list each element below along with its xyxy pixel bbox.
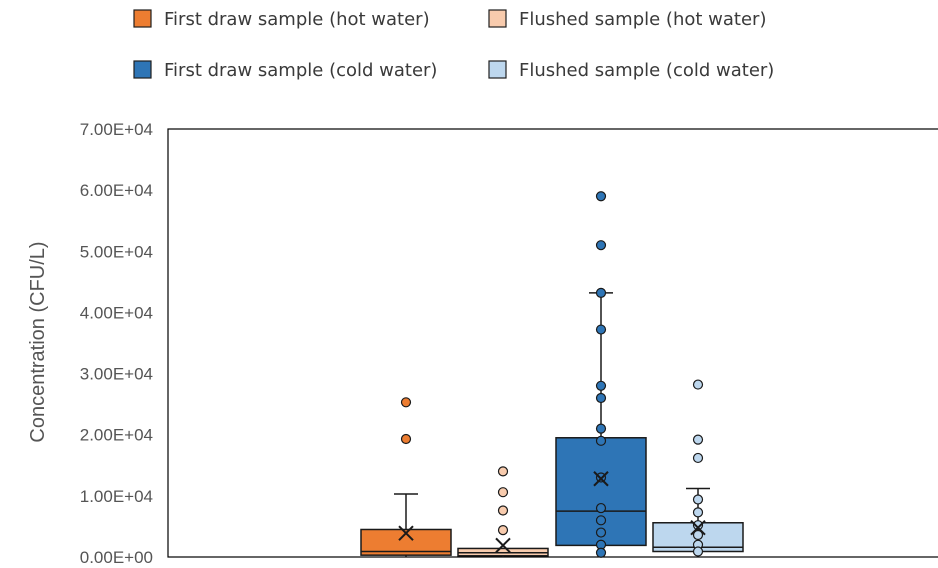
- y-tick-label: 0.00E+00: [80, 548, 153, 567]
- y-axis-title: Concentration (CFU/L): [27, 241, 49, 442]
- data-point: [692, 507, 704, 518]
- box-series-group: [360, 191, 744, 558]
- data-point: [595, 515, 607, 526]
- mean-marker: [495, 537, 511, 554]
- mean-marker: [593, 471, 609, 487]
- data-point: [692, 452, 704, 464]
- data-point: [692, 520, 704, 531]
- data-point: [497, 466, 509, 477]
- mean-marker: [690, 519, 706, 536]
- box-group: [360, 397, 452, 557]
- y-tick-label: 2.00E+04: [80, 426, 153, 445]
- legend-swatch: [488, 60, 507, 79]
- data-point: [595, 435, 607, 446]
- plot-area: [167, 128, 938, 558]
- data-point: [692, 434, 704, 445]
- data-point: [497, 524, 509, 536]
- data-point: [497, 487, 509, 498]
- legend-label: First draw sample (cold water): [164, 60, 437, 81]
- box-group: [652, 379, 744, 557]
- y-tick-label: 5.00E+04: [80, 242, 153, 261]
- data-point: [692, 546, 704, 557]
- data-point: [595, 287, 607, 298]
- data-point: [595, 502, 607, 514]
- y-tick-label: 3.00E+04: [80, 365, 153, 384]
- y-tick-label: 7.00E+04: [80, 120, 153, 139]
- y-tick-label: 1.00E+04: [80, 487, 153, 506]
- y-axis: 0.00E+00 1.00E+04 2.00E+04 3.00E+04 4.00E+04…: [80, 120, 153, 567]
- y-tick-label: 6.00E+04: [80, 181, 153, 200]
- data-point: [595, 191, 607, 202]
- data-point: [692, 379, 704, 390]
- legend-label: First draw sample (hot water): [164, 9, 430, 30]
- mean-marker: [398, 525, 414, 541]
- legend-label: Flushed sample (hot water): [519, 9, 766, 30]
- legend-label: Flushed sample (cold water): [519, 60, 774, 81]
- data-point: [692, 529, 704, 541]
- data-point: [595, 423, 607, 434]
- y-tick-label: 4.00E+04: [80, 303, 153, 322]
- legend-swatch: [133, 9, 152, 28]
- data-point: [595, 392, 607, 404]
- data-point: [595, 240, 607, 251]
- box-group: [555, 191, 647, 558]
- data-point: [595, 527, 607, 538]
- data-point: [400, 397, 412, 408]
- box-group: [457, 466, 549, 557]
- data-point: [595, 324, 607, 335]
- data-point: [595, 380, 607, 391]
- data-point: [595, 547, 607, 558]
- data-point: [400, 433, 412, 445]
- data-point: [692, 494, 704, 505]
- data-point: [497, 505, 509, 516]
- legend-swatch: [488, 9, 507, 28]
- legend: First draw sample (hot water) Flushed sam…: [133, 9, 774, 81]
- legend-swatch: [133, 60, 152, 79]
